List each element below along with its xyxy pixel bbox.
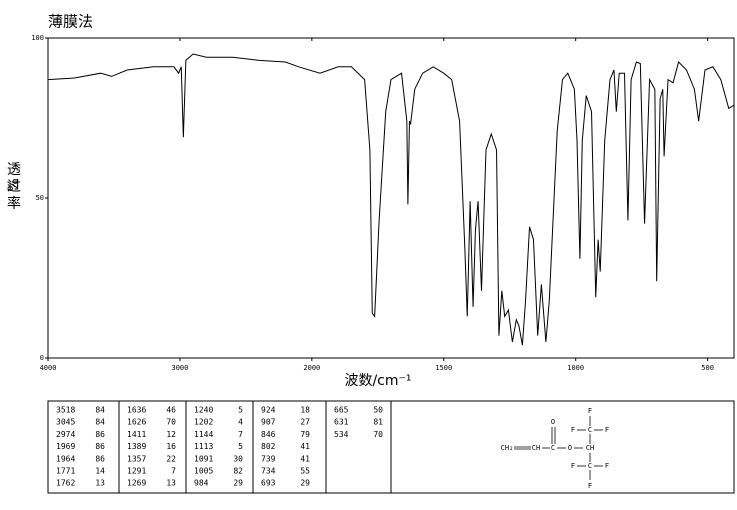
peak-wavenumber: 1269 — [127, 479, 146, 488]
y-tick-label: 100 — [31, 34, 44, 42]
peak-transmittance: 41 — [300, 442, 310, 451]
peak-transmittance: 14 — [95, 467, 105, 476]
x-tick-label: 1500 — [435, 364, 452, 372]
peak-transmittance: 27 — [300, 418, 310, 427]
peak-transmittance: 18 — [300, 406, 310, 415]
atom-label: C — [588, 462, 592, 470]
peak-wavenumber: 907 — [261, 418, 276, 427]
peak-transmittance: 41 — [300, 454, 310, 463]
y-tick-label: 50 — [36, 194, 44, 202]
peak-transmittance: 70 — [373, 430, 383, 439]
peak-wavenumber: 534 — [334, 430, 349, 439]
peak-wavenumber: 1389 — [127, 442, 146, 451]
peak-transmittance: 16 — [166, 442, 176, 451]
atom-label: F — [605, 426, 609, 434]
peak-transmittance: 29 — [233, 479, 243, 488]
x-axis-label: 波数/cm⁻¹ — [344, 373, 411, 389]
peak-wavenumber: 1005 — [194, 467, 213, 476]
peak-transmittance: 30 — [233, 454, 243, 463]
atom-label: CH₂ — [501, 444, 514, 452]
peak-transmittance: 5 — [238, 406, 243, 415]
peak-transmittance: 86 — [95, 454, 105, 463]
peak-transmittance: 82 — [233, 467, 243, 476]
peak-transmittance: 84 — [95, 406, 105, 415]
peak-transmittance: 4 — [238, 418, 243, 427]
atom-label: F — [588, 407, 592, 415]
peak-wavenumber: 1762 — [56, 479, 75, 488]
peak-transmittance: 50 — [373, 406, 383, 415]
y-axis-unit: % — [6, 178, 22, 191]
peak-transmittance: 7 — [171, 467, 176, 476]
atom-label: CH — [586, 444, 594, 452]
peak-transmittance: 55 — [300, 467, 310, 476]
peak-wavenumber: 1357 — [127, 454, 146, 463]
peak-transmittance: 13 — [166, 479, 176, 488]
peak-wavenumber: 924 — [261, 406, 276, 415]
peak-wavenumber: 734 — [261, 467, 276, 476]
y-axis-label-char: 率 — [7, 195, 21, 212]
peak-wavenumber: 693 — [261, 479, 276, 488]
x-tick-label: 500 — [701, 364, 714, 372]
y-axis-label-char: 透 — [7, 162, 21, 178]
x-tick-label: 3000 — [171, 364, 188, 372]
peak-wavenumber: 739 — [261, 454, 276, 463]
peak-transmittance: 86 — [95, 442, 105, 451]
atom-label: C — [551, 444, 555, 452]
peak-wavenumber: 802 — [261, 442, 276, 451]
atom-label: O — [568, 444, 572, 452]
atom-label: F — [571, 426, 575, 434]
y-tick-label: 0 — [40, 354, 44, 362]
table-dividers — [118, 401, 392, 493]
peak-wavenumber: 1771 — [56, 467, 75, 476]
peak-wavenumber: 1091 — [194, 454, 213, 463]
peak-wavenumber: 3518 — [56, 406, 75, 415]
peak-wavenumber: 1411 — [127, 430, 146, 439]
peak-wavenumber: 984 — [194, 479, 209, 488]
peak-wavenumber: 1969 — [56, 442, 75, 451]
peak-transmittance: 29 — [300, 479, 310, 488]
x-tick-label: 4000 — [40, 364, 57, 372]
peak-transmittance: 70 — [166, 418, 176, 427]
peak-transmittance: 5 — [238, 442, 243, 451]
peak-transmittance: 81 — [373, 418, 383, 427]
peak-wavenumber: 1113 — [194, 442, 213, 451]
peak-transmittance: 7 — [238, 430, 243, 439]
atom-label: F — [571, 462, 575, 470]
peak-wavenumber: 1240 — [194, 406, 213, 415]
peak-transmittance: 86 — [95, 430, 105, 439]
y-axis-label: 透过率 — [7, 162, 21, 212]
peak-wavenumber: 1144 — [194, 430, 213, 439]
peak-transmittance: 84 — [95, 418, 105, 427]
y-axis-label-char: 过 — [7, 179, 21, 195]
x-tick-label: 2000 — [303, 364, 320, 372]
atom-label: F — [588, 482, 592, 490]
peak-wavenumber: 1964 — [56, 454, 75, 463]
peak-wavenumber: 1202 — [194, 418, 213, 427]
peak-wavenumber: 1636 — [127, 406, 146, 415]
peak-wavenumber: 1291 — [127, 467, 146, 476]
peak-wavenumber: 665 — [334, 406, 349, 415]
atom-label: CH — [532, 444, 540, 452]
atom-label: F — [605, 462, 609, 470]
peak-wavenumber: 3045 — [56, 418, 75, 427]
peak-transmittance: 22 — [166, 454, 176, 463]
peak-transmittance: 79 — [300, 430, 310, 439]
structure-bonds — [514, 416, 603, 480]
spectrum-line — [47, 53, 735, 346]
peak-transmittance: 46 — [166, 406, 176, 415]
peak-wavenumber: 1626 — [127, 418, 146, 427]
peak-transmittance: 13 — [95, 479, 105, 488]
atom-label: O — [551, 418, 555, 426]
x-tick-label: 1000 — [567, 364, 584, 372]
peak-wavenumber: 631 — [334, 418, 349, 427]
peak-transmittance: 12 — [166, 430, 176, 439]
chart-title: 薄膜法 — [48, 13, 93, 31]
peak-wavenumber: 846 — [261, 430, 276, 439]
peak-wavenumber: 2974 — [56, 430, 75, 439]
atom-label: C — [588, 426, 592, 434]
